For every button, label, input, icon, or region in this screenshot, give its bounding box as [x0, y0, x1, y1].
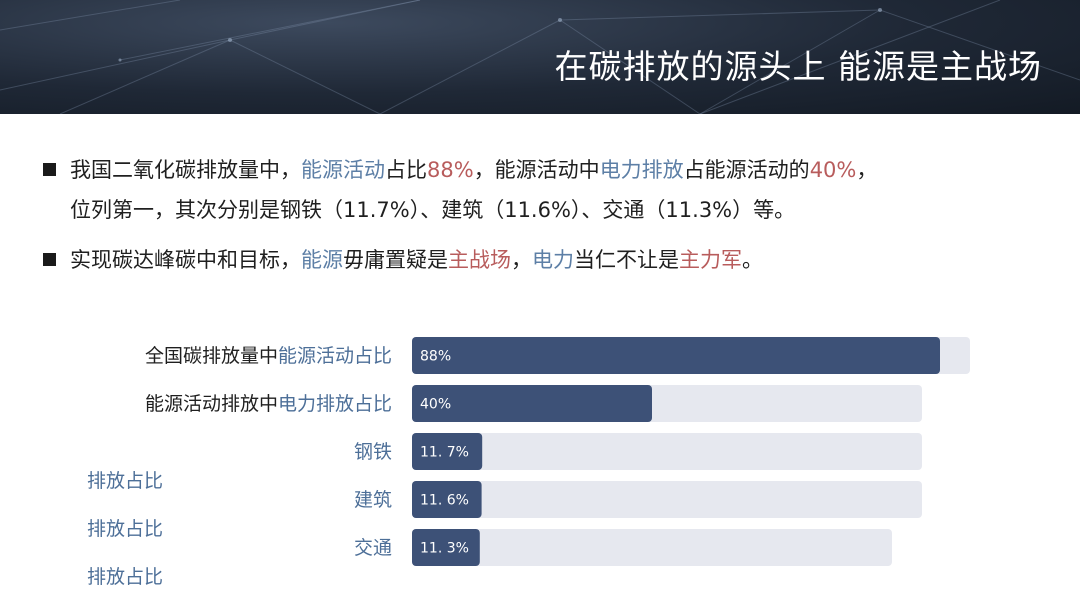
bullet-2-part: 能源 [301, 248, 343, 272]
category-label-accent: 交通 [353, 537, 392, 559]
bullet-2-part: 。 [742, 248, 763, 272]
bullet-square-icon [43, 253, 56, 266]
bar [412, 529, 480, 566]
bullet-item-2: 实现碳达峰碳中和目标，能源毋庸置疑是主战场，电力当仁不让是主力军。 [40, 240, 1050, 280]
bar-value-label: 40% [420, 397, 451, 413]
bar-track [412, 481, 922, 518]
bar [412, 481, 482, 518]
bullet-2-part: 毋庸置疑是 [343, 248, 448, 272]
network-background-graphic [0, 0, 1080, 114]
category-label-prefix: 全国碳排放量中 [144, 345, 278, 367]
bullet-1-part: 占能源活动的 [683, 158, 810, 182]
bullet-2-part: 电力 [532, 248, 574, 272]
bar-track [412, 433, 922, 470]
bullet-1-part: 40% [809, 158, 857, 182]
bar-value-label: 11. 3% [420, 541, 469, 557]
bullet-1-part: ， [856, 158, 878, 182]
bar-value-label: 11. 6% [420, 493, 469, 509]
bar-track [412, 529, 892, 566]
category-label: 全国碳排放量中能源活动占比 [145, 344, 392, 368]
bar-value-label: 11. 7% [420, 445, 469, 461]
bullet-item-1: 我国二氧化碳排放量中，能源活动占比88%，能源活动中电力排放占能源活动的40%，… [40, 150, 1050, 230]
bar-value-label: 88% [420, 349, 451, 365]
category-label-prefix: 能源活动排放中 [144, 393, 278, 415]
bullet-1-part: 88% [427, 158, 474, 182]
bar [412, 385, 652, 422]
bar [412, 337, 940, 374]
bullet-1-part: 能源活动 [301, 158, 385, 182]
bullet-1-line-2: 位列第一，其次分别是钢铁（11.7%）、建筑（11.6%）、交通（11.3%）等… [70, 198, 796, 222]
bullet-square-icon [43, 163, 56, 176]
category-label-accent: 钢铁 [353, 441, 392, 463]
bullet-1-part: 占比 [385, 158, 427, 182]
category-label-accent: 建筑 [353, 489, 392, 511]
category-label-accent: 电力排放占比 [277, 393, 392, 415]
bullet-1-part: ，能源活动中 [473, 158, 600, 182]
category-label-accent: 能源活动占比 [277, 345, 392, 367]
slide-title: 在碳排放的源头上 能源是主战场 [554, 47, 1042, 86]
bullet-list: 我国二氧化碳排放量中，能源活动占比88%，能源活动中电力排放占能源活动的40%，… [40, 150, 1050, 280]
bullet-1-line-1: 我国二氧化碳排放量中，能源活动占比88%，能源活动中电力排放占能源活动的40%， [70, 150, 1050, 190]
category-label: 能源活动排放中电力排放占比 [145, 392, 392, 416]
bullet-2-part: 当仁不让是 [574, 248, 679, 272]
side-label-share: 排放占比 [87, 470, 164, 492]
title-banner: 在碳排放的源头上 能源是主战场 [0, 0, 1080, 114]
side-label-share: 排放占比 [87, 518, 164, 540]
category-label: 建筑 [354, 488, 392, 512]
bullet-2-part: 主战场 [448, 248, 511, 272]
bullet-2-part: 实现碳达峰碳中和目标， [70, 248, 301, 272]
category-label: 钢铁 [354, 440, 392, 464]
bullet-1-part: 电力排放 [599, 158, 684, 182]
side-label-share: 排放占比 [87, 566, 164, 588]
category-label: 交通 [354, 536, 392, 560]
bullet-2-line-1: 实现碳达峰碳中和目标，能源毋庸置疑是主战场，电力当仁不让是主力军。 [70, 240, 1050, 280]
bar [412, 433, 483, 470]
bullet-2-part: 主力军 [679, 248, 742, 272]
bullet-2-part: ， [511, 248, 532, 272]
bullet-1-part: 我国二氧化碳排放量中， [70, 158, 301, 182]
